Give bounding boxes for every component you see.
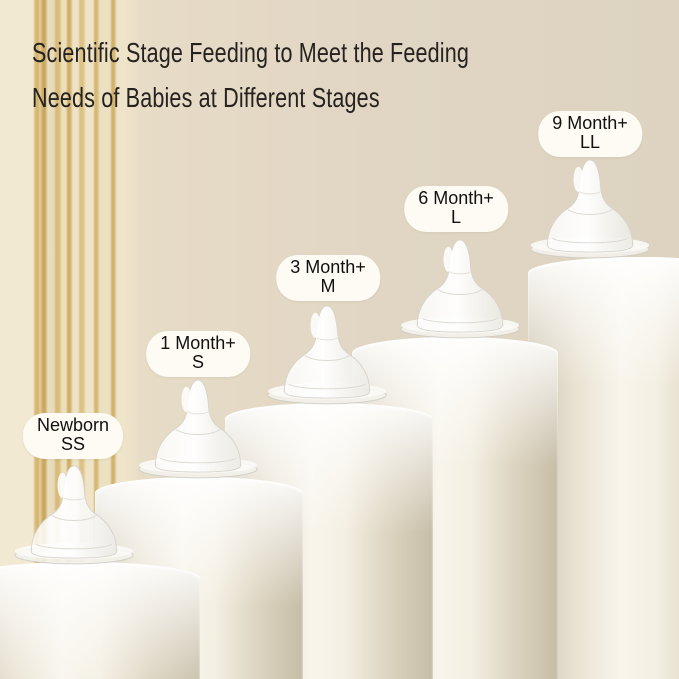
stage-label-9-month: 9 Month+ LL	[538, 111, 642, 157]
stage-age-label: 1 Month+	[160, 333, 236, 353]
stage-size-label: M	[320, 276, 336, 296]
nipple-image-l	[400, 239, 520, 339]
nipple-image-s	[138, 379, 258, 479]
page-title-line1: Scientific Stage Feeding to Meet the Fee…	[32, 37, 470, 68]
stage-size-label: LL	[579, 132, 601, 152]
stage-age-label: 9 Month+	[552, 113, 628, 133]
pedestal-stage-1	[0, 562, 200, 679]
stage-size-label: S	[191, 352, 204, 372]
stage-size-label: L	[450, 207, 461, 227]
stage-label-newborn: Newborn SS	[22, 413, 124, 459]
stage-label-6-month: 6 Month+ L	[404, 186, 508, 232]
stage-age-label: 3 Month+	[290, 257, 366, 277]
stage-age-label: 6 Month+	[418, 188, 494, 208]
nipple-image-ll	[530, 159, 650, 259]
nipple-image-ss	[14, 465, 134, 565]
page-title-line2: Needs of Babies at Different Stages	[32, 82, 380, 113]
stage-size-label: SS	[60, 434, 86, 454]
stage-label-1-month: 1 Month+ S	[146, 331, 250, 377]
page-title: Scientific Stage Feeding to Meet the Fee…	[32, 30, 469, 120]
nipple-image-m	[267, 305, 387, 405]
stage-age-label: Newborn	[36, 415, 110, 435]
stage-label-3-month: 3 Month+ M	[276, 255, 380, 301]
